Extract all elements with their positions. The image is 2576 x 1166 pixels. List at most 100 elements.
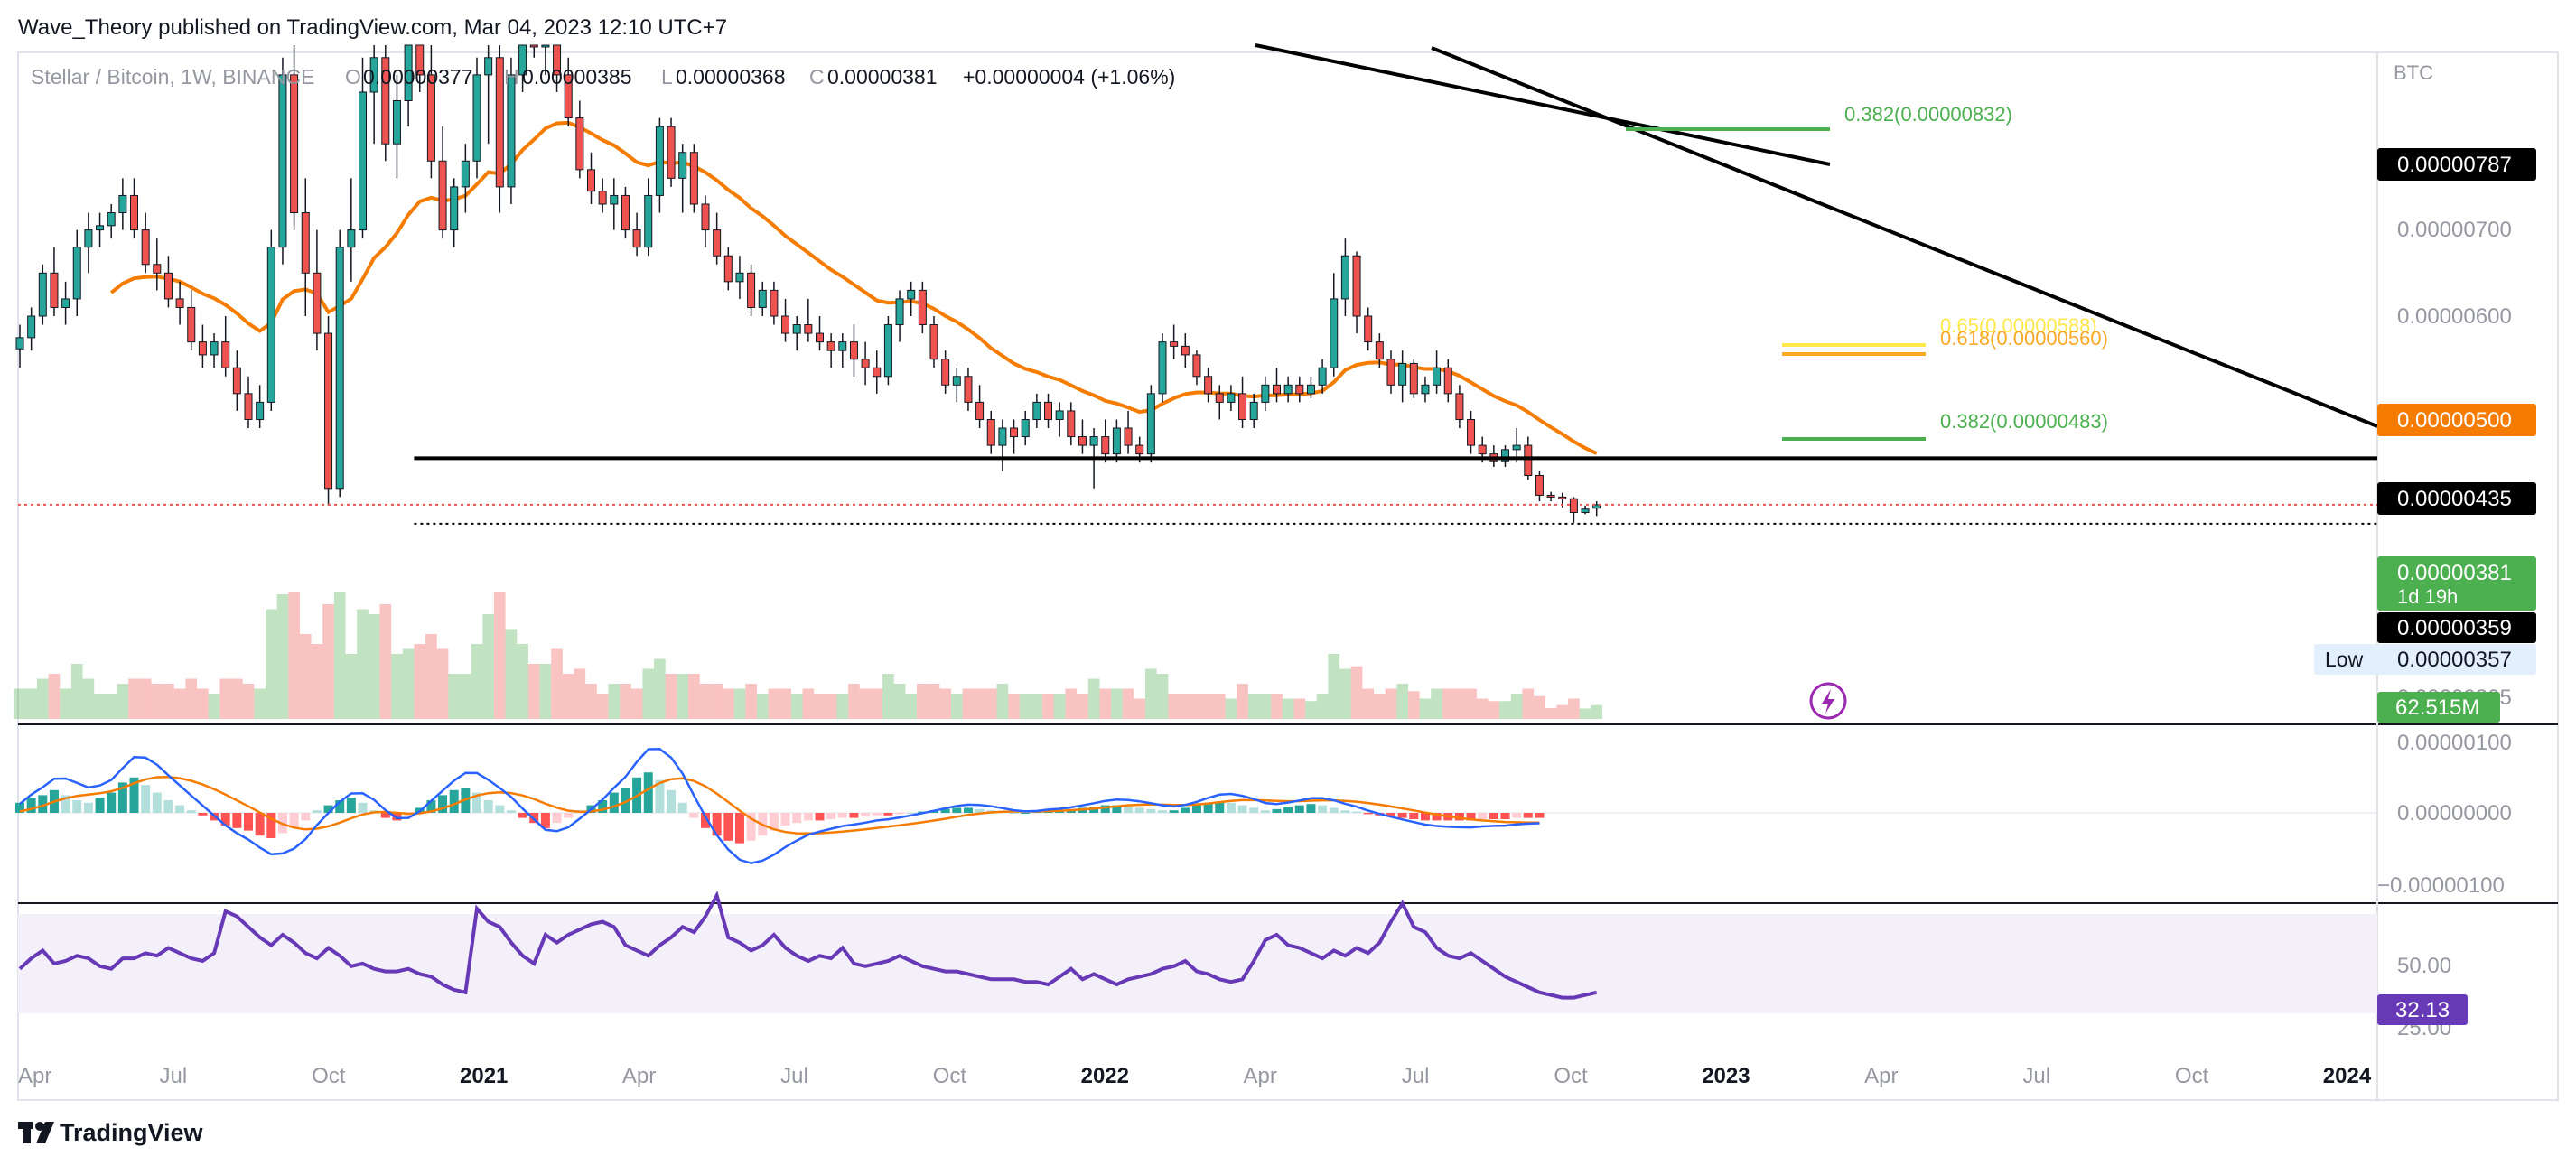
- volume-bar: [1053, 694, 1066, 719]
- candle-body: [1592, 504, 1601, 509]
- candle-body: [335, 247, 344, 490]
- candle-body: [1170, 341, 1179, 347]
- macd-histogram-bar: [598, 800, 608, 813]
- volume-tag-bg: [2377, 692, 2500, 723]
- macd-histogram-bar: [1409, 813, 1419, 819]
- macd-histogram-bar: [1432, 813, 1442, 821]
- candle-body: [632, 229, 641, 248]
- macd-histogram-bar: [255, 813, 265, 836]
- candle-body: [1101, 436, 1110, 455]
- volume-bar: [94, 694, 106, 719]
- candle-body: [1386, 359, 1395, 386]
- ohlc-high-value: 0.00000385: [522, 65, 632, 89]
- trendline-descending-short[interactable]: [1255, 43, 1831, 166]
- candle-body: [1535, 474, 1544, 496]
- volume-bar: [608, 684, 621, 719]
- volume-bar: [1156, 674, 1169, 719]
- macd-histogram-bar: [769, 813, 779, 831]
- candle-body: [381, 57, 390, 145]
- macd-histogram-bar: [1237, 805, 1247, 813]
- macd-histogram-bar: [220, 813, 230, 826]
- volume-bar: [265, 609, 277, 719]
- macd-histogram-bar: [426, 800, 436, 813]
- macd-histogram-bar: [1340, 810, 1350, 813]
- candle-body: [324, 332, 333, 490]
- macd-histogram-bar: [129, 777, 139, 813]
- macd-histogram-bar: [1466, 813, 1476, 821]
- rsi-tick-50: 50.00: [2397, 954, 2451, 978]
- macd-histogram-bar: [1523, 813, 1533, 818]
- symbol-label[interactable]: Stellar / Bitcoin, 1W, BINANCE: [31, 65, 314, 89]
- macd-histogram-bar: [495, 805, 505, 813]
- macd-histogram-bar: [141, 785, 151, 813]
- macd-histogram-bar: [1146, 808, 1156, 813]
- volume-bar: [117, 684, 129, 719]
- candle-body: [107, 212, 116, 227]
- macd-histogram-bar: [518, 813, 527, 818]
- candle-body: [198, 341, 207, 356]
- candle-body: [770, 289, 779, 317]
- volume-bar: [539, 664, 552, 719]
- macd-histogram-bar: [1454, 813, 1464, 821]
- candle-body: [1501, 449, 1509, 462]
- candle-body: [575, 117, 584, 171]
- candle-body: [1295, 384, 1304, 395]
- macd-histogram-bar: [358, 802, 368, 813]
- volume-bar: [460, 674, 471, 719]
- candle-body: [1283, 384, 1293, 395]
- candle-body: [873, 367, 882, 378]
- macd-histogram-bar: [906, 813, 916, 814]
- volume-bar: [14, 688, 26, 719]
- candle-body: [895, 298, 904, 326]
- volume-bar: [1019, 694, 1031, 719]
- candle-body: [781, 315, 790, 334]
- macd-histogram-bar: [803, 813, 813, 821]
- volume-bar: [642, 668, 655, 719]
- fib-label-0.382-upper: 0.382(0.00000832): [1844, 103, 2012, 126]
- time-tick-jul: Jul: [160, 1064, 188, 1088]
- ohlc-low-value: 0.00000368: [676, 65, 786, 89]
- candle-body: [701, 203, 710, 231]
- candle-body: [998, 427, 1007, 446]
- candle-body: [1204, 376, 1213, 395]
- macd-histogram-bar: [1181, 807, 1190, 813]
- volume-bar: [70, 664, 83, 719]
- volume-bar: [242, 684, 255, 719]
- volume-bar: [1522, 688, 1535, 719]
- macd-histogram-bar: [1260, 810, 1270, 813]
- volume-bar: [756, 694, 769, 719]
- volume-bar: [357, 609, 369, 719]
- time-tick-apr: Apr: [1244, 1064, 1277, 1088]
- candle-body: [27, 315, 36, 339]
- low-tag-value: 0.00000357: [2397, 648, 2512, 672]
- candle-body: [541, 44, 550, 48]
- volume-bar: [1077, 694, 1088, 719]
- volume-bar: [596, 694, 609, 719]
- candle-body: [907, 289, 916, 300]
- volume-bar: [905, 694, 918, 719]
- volume-bar: [1259, 694, 1272, 719]
- candle-body: [1581, 508, 1590, 514]
- volume-bar: [333, 592, 346, 719]
- candle-body: [952, 376, 961, 386]
- macd-histogram-bar: [232, 813, 242, 828]
- time-axis[interactable]: Apr Jul Oct 2021 Apr Jul Oct 2022 Apr Jul Oct 2023 A…: [18, 1064, 2372, 1088]
- volume-bar: [1591, 704, 1603, 719]
- volume-bar: [825, 694, 837, 719]
- macd-histogram-bar: [392, 813, 402, 821]
- candle-body: [553, 44, 562, 76]
- volume-bar: [139, 678, 152, 719]
- candle-body: [610, 194, 619, 205]
- volume-bar: [173, 688, 186, 719]
- macd-layer: [15, 747, 1545, 864]
- trendline-descending-long[interactable]: [1431, 46, 2378, 428]
- macd-histogram-bar: [1500, 813, 1510, 819]
- volume-bar: [1099, 688, 1112, 719]
- macd-histogram-bar: [815, 813, 825, 821]
- candle-body: [266, 247, 275, 403]
- macd-histogram-bar: [175, 805, 185, 813]
- volume-bar: [379, 604, 392, 719]
- candle-body: [816, 332, 824, 343]
- candle-body: [689, 152, 698, 205]
